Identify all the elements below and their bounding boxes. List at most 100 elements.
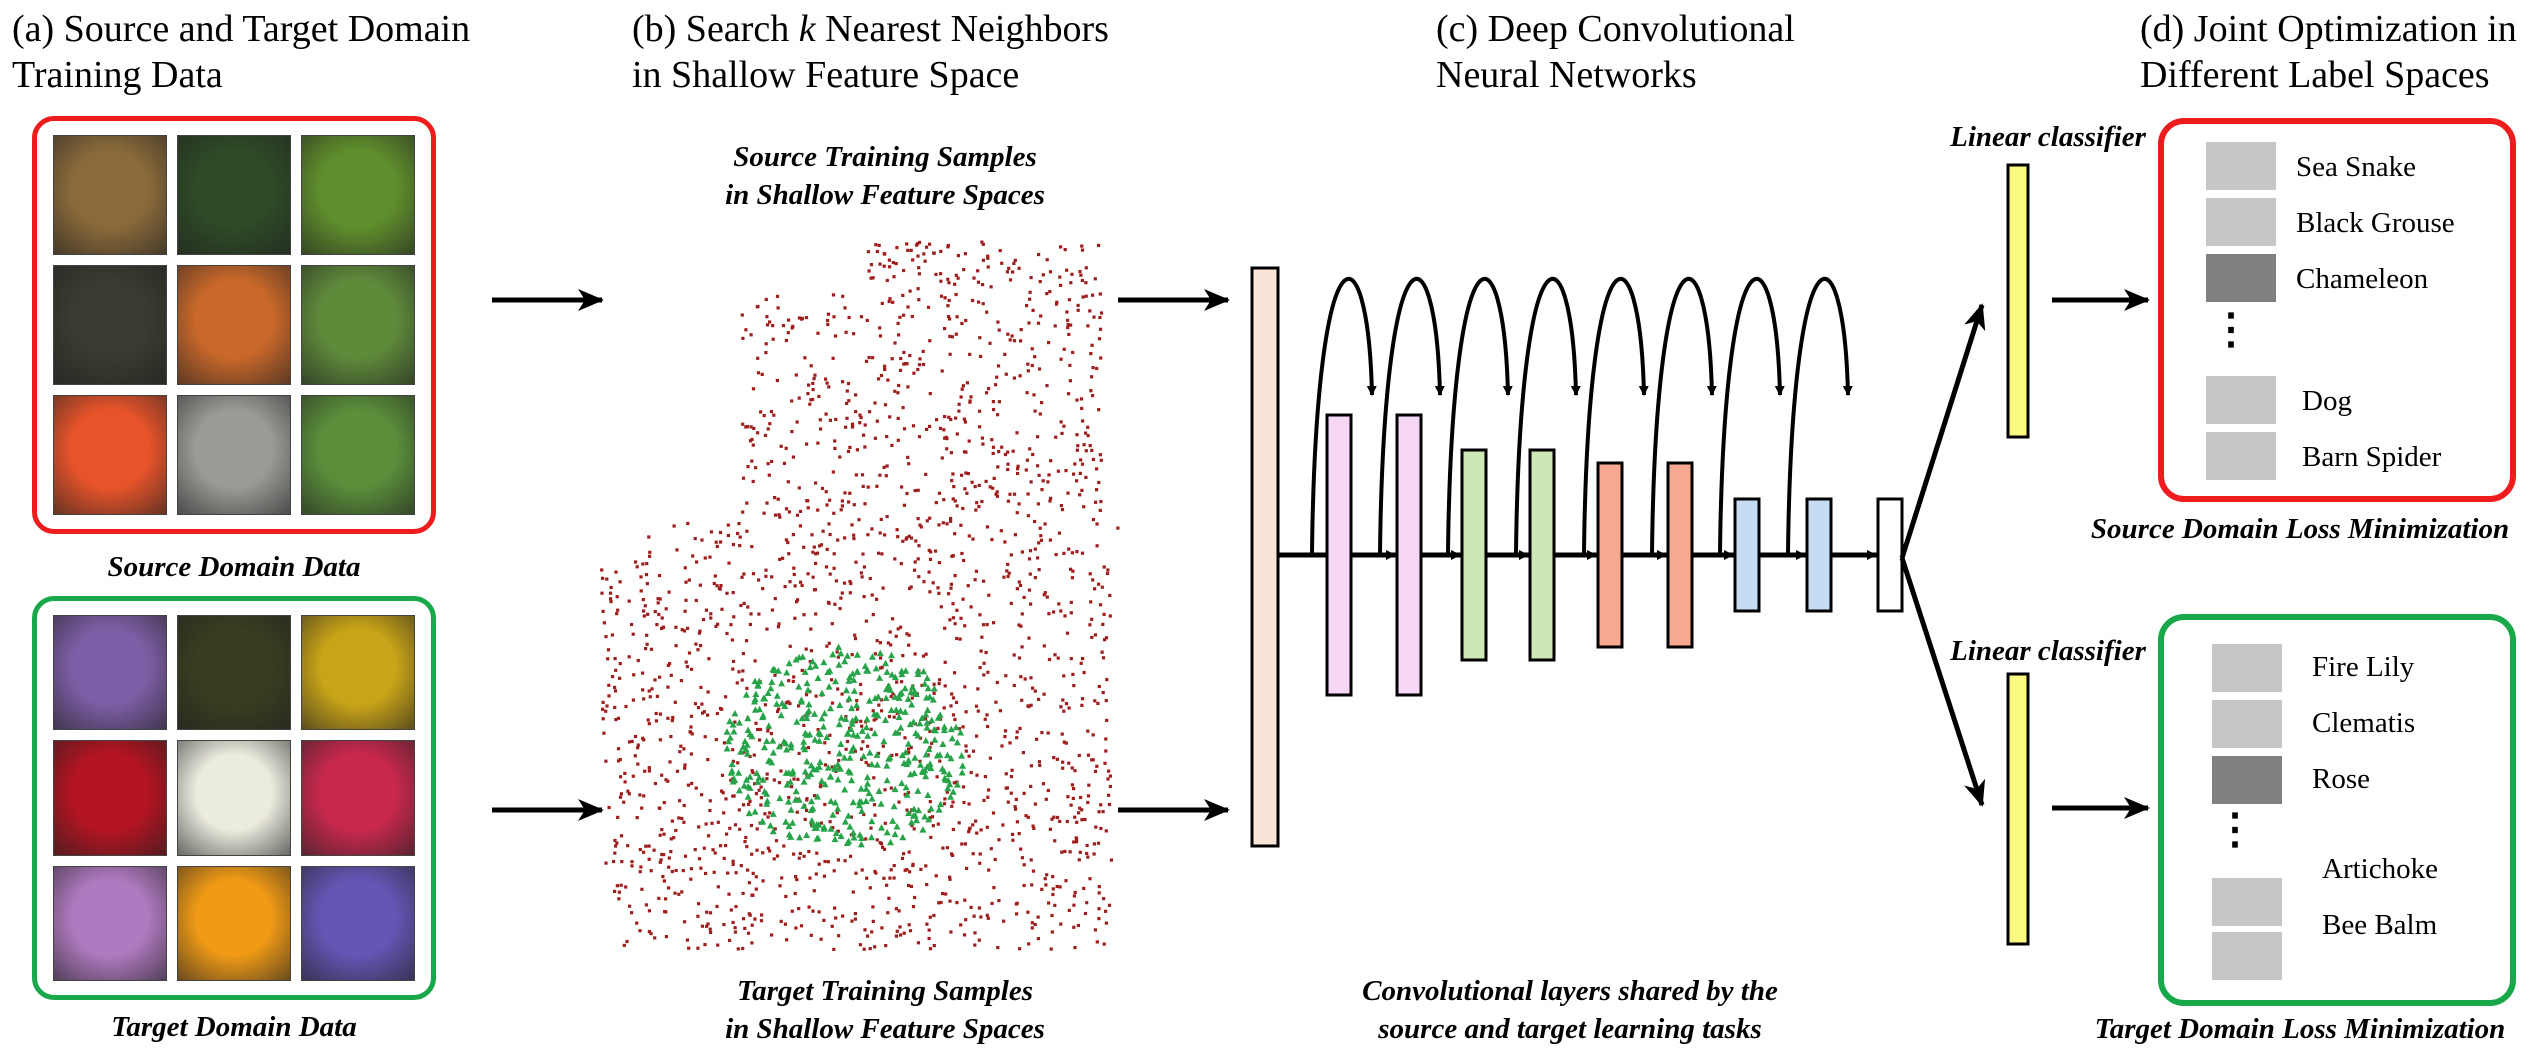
source-sample-point bbox=[1027, 942, 1031, 946]
target-sample-point bbox=[848, 720, 856, 727]
source-sample-point bbox=[911, 863, 915, 868]
source-sample-point bbox=[715, 584, 719, 588]
target-sample-point bbox=[914, 732, 922, 739]
target-sample-point bbox=[946, 780, 954, 788]
source-sample-point bbox=[1032, 393, 1036, 397]
source-sample-point bbox=[937, 682, 941, 686]
source-sample-point bbox=[661, 625, 666, 629]
target-sample-point bbox=[836, 749, 843, 757]
source-sample-point bbox=[902, 503, 906, 507]
target-sample-point bbox=[882, 694, 890, 701]
target-domain-box bbox=[32, 596, 436, 1000]
target-sample-point bbox=[949, 788, 957, 795]
source-sample-point bbox=[905, 632, 909, 636]
source-sample-point bbox=[816, 728, 820, 732]
source-sample-point bbox=[974, 704, 979, 708]
source-sample-point bbox=[672, 836, 676, 840]
source-sample-point bbox=[618, 795, 623, 799]
target-sample-point bbox=[882, 659, 890, 667]
source-sample-point bbox=[721, 791, 725, 795]
source-sample-point bbox=[986, 916, 990, 920]
source-sample-point bbox=[1085, 851, 1089, 856]
source-sample-point bbox=[1012, 339, 1017, 343]
source-sample-point bbox=[905, 868, 909, 872]
source-sample-point bbox=[853, 633, 857, 637]
source-sample-point bbox=[859, 719, 863, 723]
source-sample-point bbox=[1008, 338, 1012, 342]
source-sample-point bbox=[995, 490, 999, 494]
source-sample-point bbox=[827, 751, 831, 755]
source-sample-point bbox=[1041, 479, 1045, 483]
source-sample-point bbox=[862, 433, 866, 437]
source-sample-point bbox=[1098, 508, 1102, 512]
source-sample-point bbox=[1097, 891, 1101, 895]
source-sample-point bbox=[964, 744, 968, 748]
source-sample-point bbox=[843, 859, 847, 863]
source-sample-point bbox=[1017, 656, 1022, 660]
source-sample-point bbox=[1093, 699, 1097, 703]
source-sample-point bbox=[1084, 431, 1088, 435]
source-sample-point bbox=[897, 333, 901, 337]
source-sample-point bbox=[977, 938, 981, 942]
label-swatch bbox=[2212, 932, 2282, 980]
source-sample-point bbox=[627, 740, 632, 744]
source-sample-point bbox=[910, 314, 914, 319]
target-sample-point bbox=[947, 725, 955, 733]
target-sample-point bbox=[744, 783, 752, 790]
source-sample-point bbox=[669, 837, 673, 841]
source-sample-point bbox=[749, 333, 753, 337]
source-sample-point bbox=[963, 685, 967, 689]
source-sample-point bbox=[893, 557, 897, 561]
source-sample-point bbox=[807, 383, 811, 387]
source-sample-point bbox=[666, 663, 670, 667]
source-sample-point bbox=[971, 823, 975, 827]
source-sample-point bbox=[942, 498, 946, 502]
target-sample-point bbox=[843, 730, 851, 737]
target-sample-point bbox=[755, 774, 763, 781]
source-sample-point bbox=[932, 691, 936, 695]
target-sample-point bbox=[803, 679, 811, 687]
target-sample-point bbox=[860, 752, 868, 760]
source-sample-point bbox=[888, 876, 892, 880]
source-sample-point bbox=[883, 252, 887, 256]
input-layer-block bbox=[1250, 266, 1280, 848]
source-sample-point bbox=[689, 877, 693, 881]
source-sample-point bbox=[827, 385, 831, 389]
source-sample-point bbox=[977, 300, 981, 304]
source-sample-point bbox=[1056, 469, 1060, 473]
source-sample-point bbox=[1070, 766, 1074, 770]
source-sample-point bbox=[1036, 502, 1040, 506]
source-sample-point bbox=[1059, 245, 1063, 249]
source-sample-point bbox=[655, 623, 659, 627]
source-sample-point bbox=[936, 822, 940, 826]
target-sample-point bbox=[799, 653, 807, 660]
target-sample-point bbox=[920, 667, 928, 675]
source-sample-point bbox=[719, 844, 723, 848]
source-sample-point bbox=[985, 913, 989, 917]
source-sample-point bbox=[827, 601, 831, 605]
source-sample-point bbox=[1038, 763, 1042, 767]
source-sample-point bbox=[846, 381, 851, 386]
source-sample-point bbox=[761, 587, 765, 591]
source-sample-point bbox=[815, 851, 819, 855]
source-sample-point bbox=[1072, 925, 1076, 929]
source-sample-point bbox=[750, 545, 754, 549]
source-sample-point bbox=[750, 852, 754, 856]
source-sample-point bbox=[991, 400, 995, 404]
source-sample-point bbox=[799, 924, 804, 928]
source-sample-point bbox=[708, 808, 712, 813]
source-sample-point bbox=[1087, 783, 1091, 787]
source-sample-point bbox=[949, 516, 953, 521]
source-sample-point bbox=[1014, 797, 1018, 801]
source-sample-point bbox=[884, 474, 888, 478]
source-sample-point bbox=[736, 947, 740, 951]
source-sample-point bbox=[956, 276, 960, 280]
source-sample-point bbox=[862, 565, 866, 569]
source-sample-point bbox=[642, 697, 646, 701]
source-sample-point bbox=[885, 883, 889, 887]
source-sample-point bbox=[646, 612, 650, 616]
source-sample-point bbox=[1009, 791, 1013, 795]
source-sample-point bbox=[938, 426, 943, 430]
source-sample-point bbox=[654, 719, 658, 723]
target-sample-point bbox=[880, 737, 888, 745]
